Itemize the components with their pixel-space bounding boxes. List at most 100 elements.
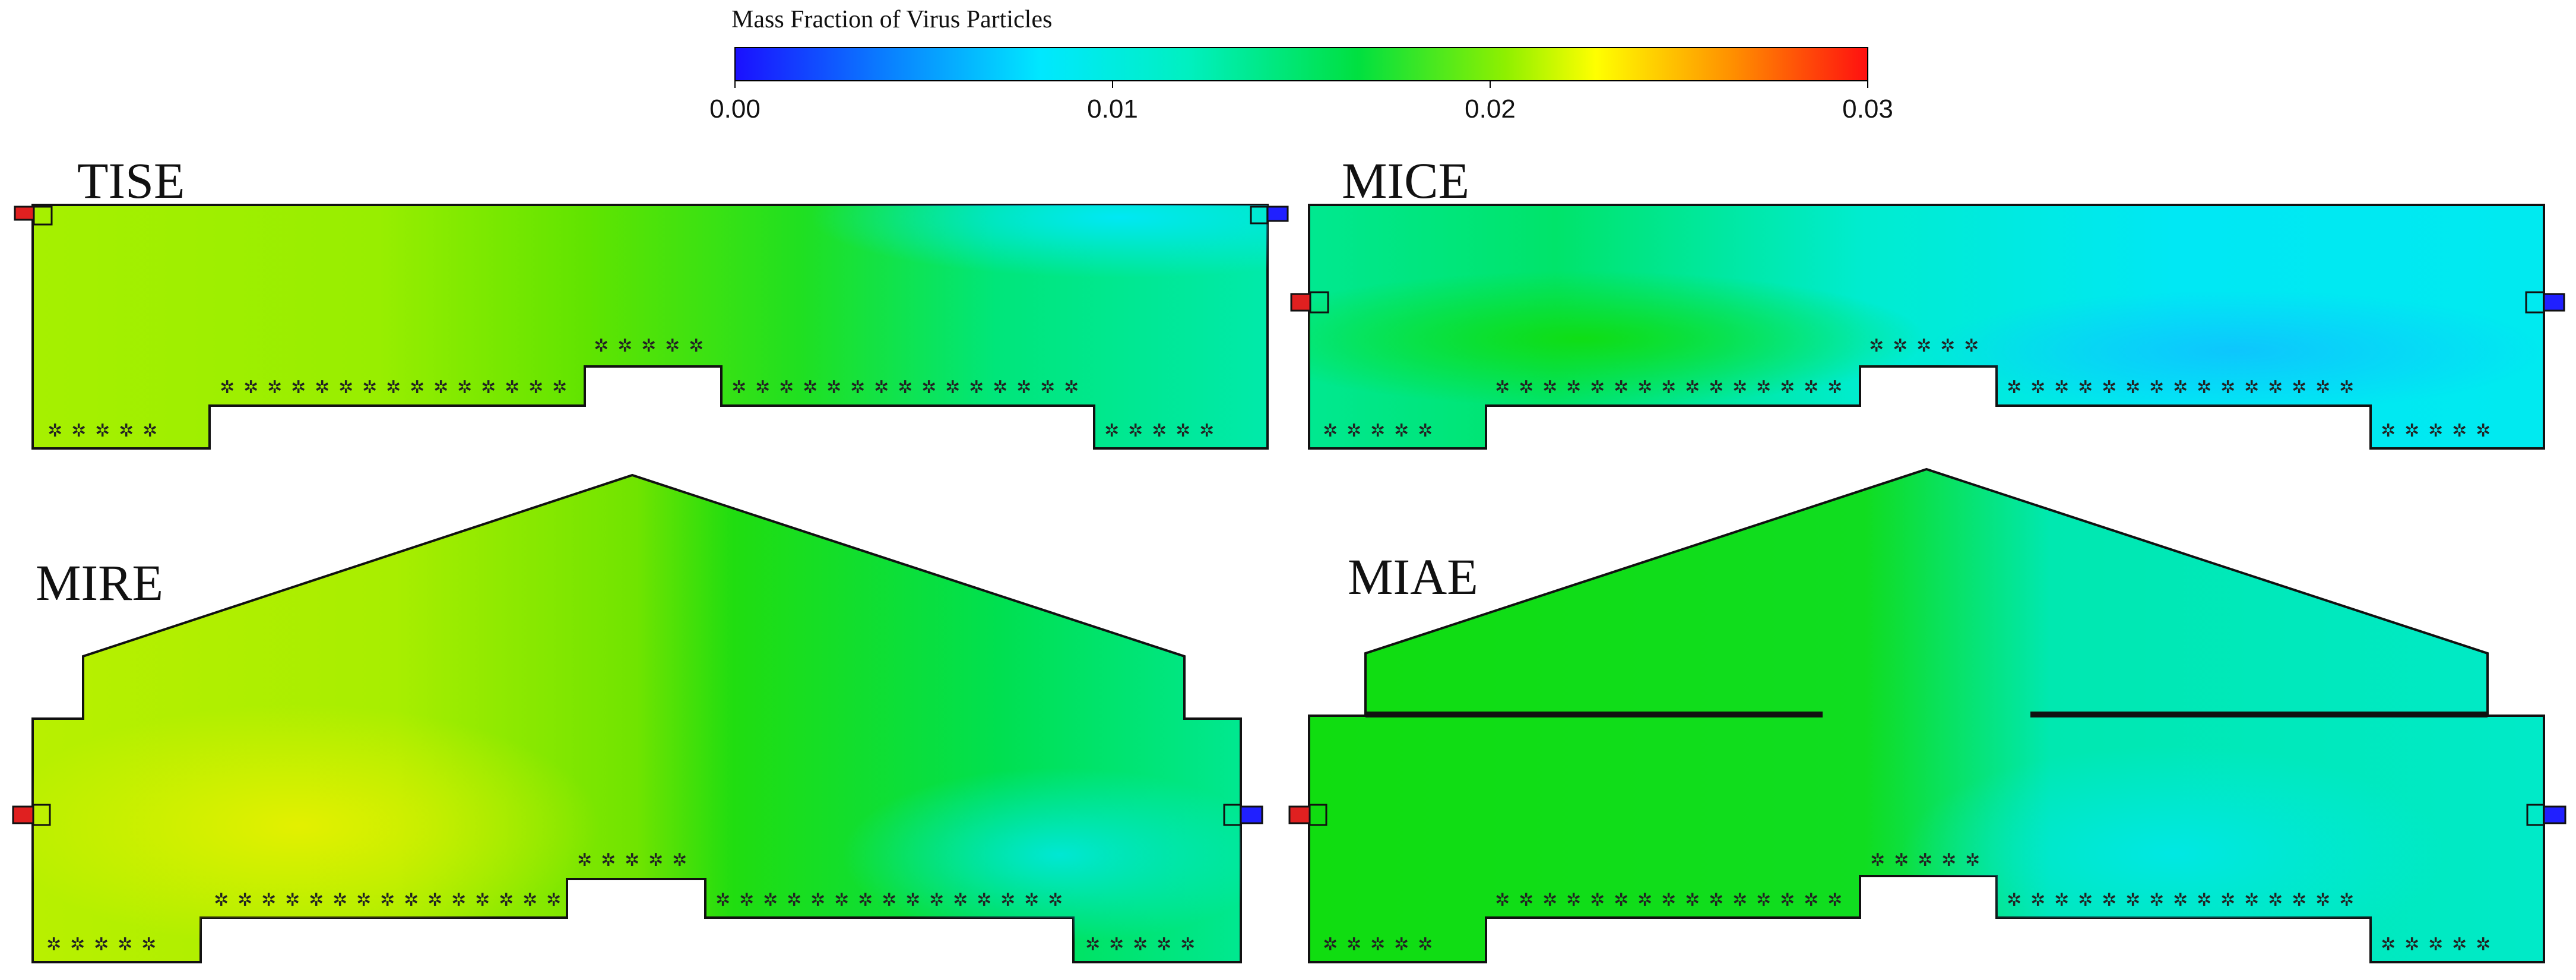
seat-marker: ✲ bbox=[1104, 421, 1119, 441]
seat-marker: ✲ bbox=[1566, 890, 1581, 911]
seat-marker: ✲ bbox=[1709, 377, 1723, 398]
panel-mice: MICE ✲ ✲ ✲ ✲ ✲✲ ✲ ✲ ✲ ✲ ✲ ✲ ✲ ✲ ✲ ✲ ✲ ✲ ✲ ✲✲ ✲ ✲ ✲ ✲✲ ✲ ✲ ✲ ✲ ✲ ✲ ✲ ✲ ✲… bbox=[1290, 152, 2565, 450]
seat-marker: ✲ bbox=[1756, 890, 1771, 911]
seat-marker: ✲ bbox=[427, 890, 442, 911]
seat-marker: ✲ bbox=[546, 890, 561, 911]
outlet-vent-mice bbox=[2543, 293, 2565, 312]
panel-label-mice: MICE bbox=[1342, 152, 1469, 209]
seat-marker: ✲ bbox=[118, 934, 132, 955]
seat-marker: ✲ bbox=[141, 934, 156, 955]
seat-marker: ✲ bbox=[1394, 934, 1409, 955]
seat-marker: ✲ bbox=[2078, 377, 2093, 398]
seat-marker: ✲ bbox=[1542, 890, 1557, 911]
seat-marker: ✲ bbox=[2381, 934, 2396, 955]
seat-marker: ✲ bbox=[1323, 421, 1338, 441]
inlet-box-mire bbox=[32, 804, 51, 826]
seat-marker: ✲ bbox=[1370, 421, 1385, 441]
seat-marker: ✲ bbox=[2220, 377, 2235, 398]
seat-marker: ✲ bbox=[648, 850, 663, 871]
seat-marker: ✲ bbox=[404, 890, 419, 911]
outlet-box-mice bbox=[2525, 291, 2545, 314]
panel-miae: MIAE ✲ ✲ ✲ ✲ ✲✲ ✲ ✲ ✲ ✲ ✲ ✲ ✲ ✲ ✲ ✲ ✲ ✲ ✲ ✲✲ ✲ ✲ ✲ ✲✲ ✲ ✲ ✲ ✲ ✲ ✲ ✲ ✲ ✲… bbox=[1288, 467, 2567, 963]
seat-marker: ✲ bbox=[1614, 890, 1628, 911]
seat-marker: ✲ bbox=[70, 934, 85, 955]
panel-label-mire: MIRE bbox=[36, 554, 163, 611]
seat-marker: ✲ bbox=[2315, 890, 2330, 911]
seat-marker: ✲ bbox=[2452, 421, 2467, 441]
seat-marker: ✲ bbox=[755, 377, 770, 398]
seat-marker: ✲ bbox=[1918, 850, 1932, 871]
outlet-box-mire bbox=[1223, 804, 1242, 826]
outlet-box-miae bbox=[2526, 804, 2545, 826]
seat-marker: ✲ bbox=[2315, 377, 2330, 398]
outlet-vent-mire bbox=[1240, 805, 1263, 824]
seat-marker: ✲ bbox=[142, 421, 157, 441]
seat-marker: ✲ bbox=[1685, 890, 1700, 911]
seat-marker: ✲ bbox=[1156, 934, 1171, 955]
seat-marker: ✲ bbox=[410, 377, 424, 398]
seat-marker: ✲ bbox=[787, 890, 801, 911]
seat-marker: ✲ bbox=[1661, 890, 1676, 911]
seat-marker: ✲ bbox=[850, 377, 865, 398]
seat-marker: ✲ bbox=[2125, 377, 2140, 398]
seat-marker: ✲ bbox=[834, 890, 849, 911]
seat-marker: ✲ bbox=[1732, 377, 1747, 398]
seat-marker: ✲ bbox=[2476, 934, 2491, 955]
seat-marker: ✲ bbox=[1869, 336, 1884, 356]
seat-marker: ✲ bbox=[1128, 421, 1143, 441]
seat-marker: ✲ bbox=[2244, 890, 2259, 911]
seat-marker: ✲ bbox=[1614, 377, 1628, 398]
seat-marker: ✲ bbox=[2404, 421, 2419, 441]
seat-marker: ✲ bbox=[2476, 421, 2491, 441]
seat-marker: ✲ bbox=[969, 377, 984, 398]
seat-marker: ✲ bbox=[601, 850, 616, 871]
seat-marker: ✲ bbox=[739, 890, 754, 911]
seat-marker: ✲ bbox=[921, 377, 936, 398]
seat-marker: ✲ bbox=[1827, 890, 1842, 911]
panel-tise: TISE ✲ ✲ ✲ ✲ ✲✲ ✲ ✲ ✲ ✲ ✲ ✲ ✲ ✲ ✲ ✲ ✲ ✲ ✲ ✲✲ ✲ ✲ ✲ ✲✲ ✲ ✲ ✲ ✲ ✲ ✲ ✲ ✲ ✲… bbox=[14, 152, 1289, 450]
seat-marker: ✲ bbox=[2404, 934, 2419, 955]
seat-marker: ✲ bbox=[1016, 377, 1031, 398]
seat-marker: ✲ bbox=[1418, 421, 1433, 441]
seat-marker: ✲ bbox=[715, 890, 730, 911]
seat-marker: ✲ bbox=[2102, 377, 2116, 398]
seat-marker: ✲ bbox=[261, 890, 276, 911]
colorbar-gradient bbox=[734, 47, 1868, 81]
seat-marker: ✲ bbox=[119, 421, 134, 441]
seat-marker: ✲ bbox=[665, 336, 680, 356]
seat-marker: ✲ bbox=[1495, 377, 1510, 398]
seat-marker: ✲ bbox=[594, 336, 609, 356]
seat-marker: ✲ bbox=[1685, 377, 1700, 398]
seat-marker: ✲ bbox=[1661, 377, 1676, 398]
seat-marker: ✲ bbox=[1804, 890, 1818, 911]
seat-marker: ✲ bbox=[826, 377, 841, 398]
seat-marker: ✲ bbox=[625, 850, 639, 871]
seat-marker: ✲ bbox=[2292, 890, 2306, 911]
seat-marker: ✲ bbox=[945, 377, 960, 398]
seat-marker: ✲ bbox=[2428, 934, 2443, 955]
seat-marker: ✲ bbox=[214, 890, 229, 911]
seat-marker: ✲ bbox=[285, 890, 300, 911]
seat-marker: ✲ bbox=[522, 890, 537, 911]
seat-marker: ✲ bbox=[94, 934, 109, 955]
seat-marker: ✲ bbox=[1827, 377, 1842, 398]
seat-marker: ✲ bbox=[1085, 934, 1100, 955]
colorbar-tick-label: 0.00 bbox=[709, 94, 761, 124]
seat-marker: ✲ bbox=[386, 377, 401, 398]
outlet-vent-miae bbox=[2543, 805, 2567, 824]
seat-marker: ✲ bbox=[2339, 377, 2354, 398]
seat-marker: ✲ bbox=[528, 377, 543, 398]
seat-marker: ✲ bbox=[475, 890, 490, 911]
seat-marker: ✲ bbox=[499, 890, 514, 911]
seat-marker: ✲ bbox=[46, 934, 61, 955]
seat-marker: ✲ bbox=[1804, 377, 1818, 398]
seat-marker: ✲ bbox=[929, 890, 944, 911]
seat-marker: ✲ bbox=[731, 377, 746, 398]
seat-marker: ✲ bbox=[380, 890, 395, 911]
seats-mice: ✲ ✲ ✲ ✲ ✲ ✲ ✲ ✲ ✲ ✲ ✲ ✲ ✲ ✲ ✲ ✲ ✲ ✲ ✲ ✲ ✲ ✲ ✲ ✲ ✲ ✲ ✲ ✲ ✲ ✲ ✲ ✲ ✲ ✲ ✲ ✲ ✲ ✲ ✲ ✲… bbox=[1323, 336, 2491, 441]
outlet-box-tise bbox=[1250, 206, 1269, 225]
seat-marker: ✲ bbox=[2197, 377, 2211, 398]
seat-marker: ✲ bbox=[2268, 890, 2283, 911]
seat-marker: ✲ bbox=[332, 890, 347, 911]
